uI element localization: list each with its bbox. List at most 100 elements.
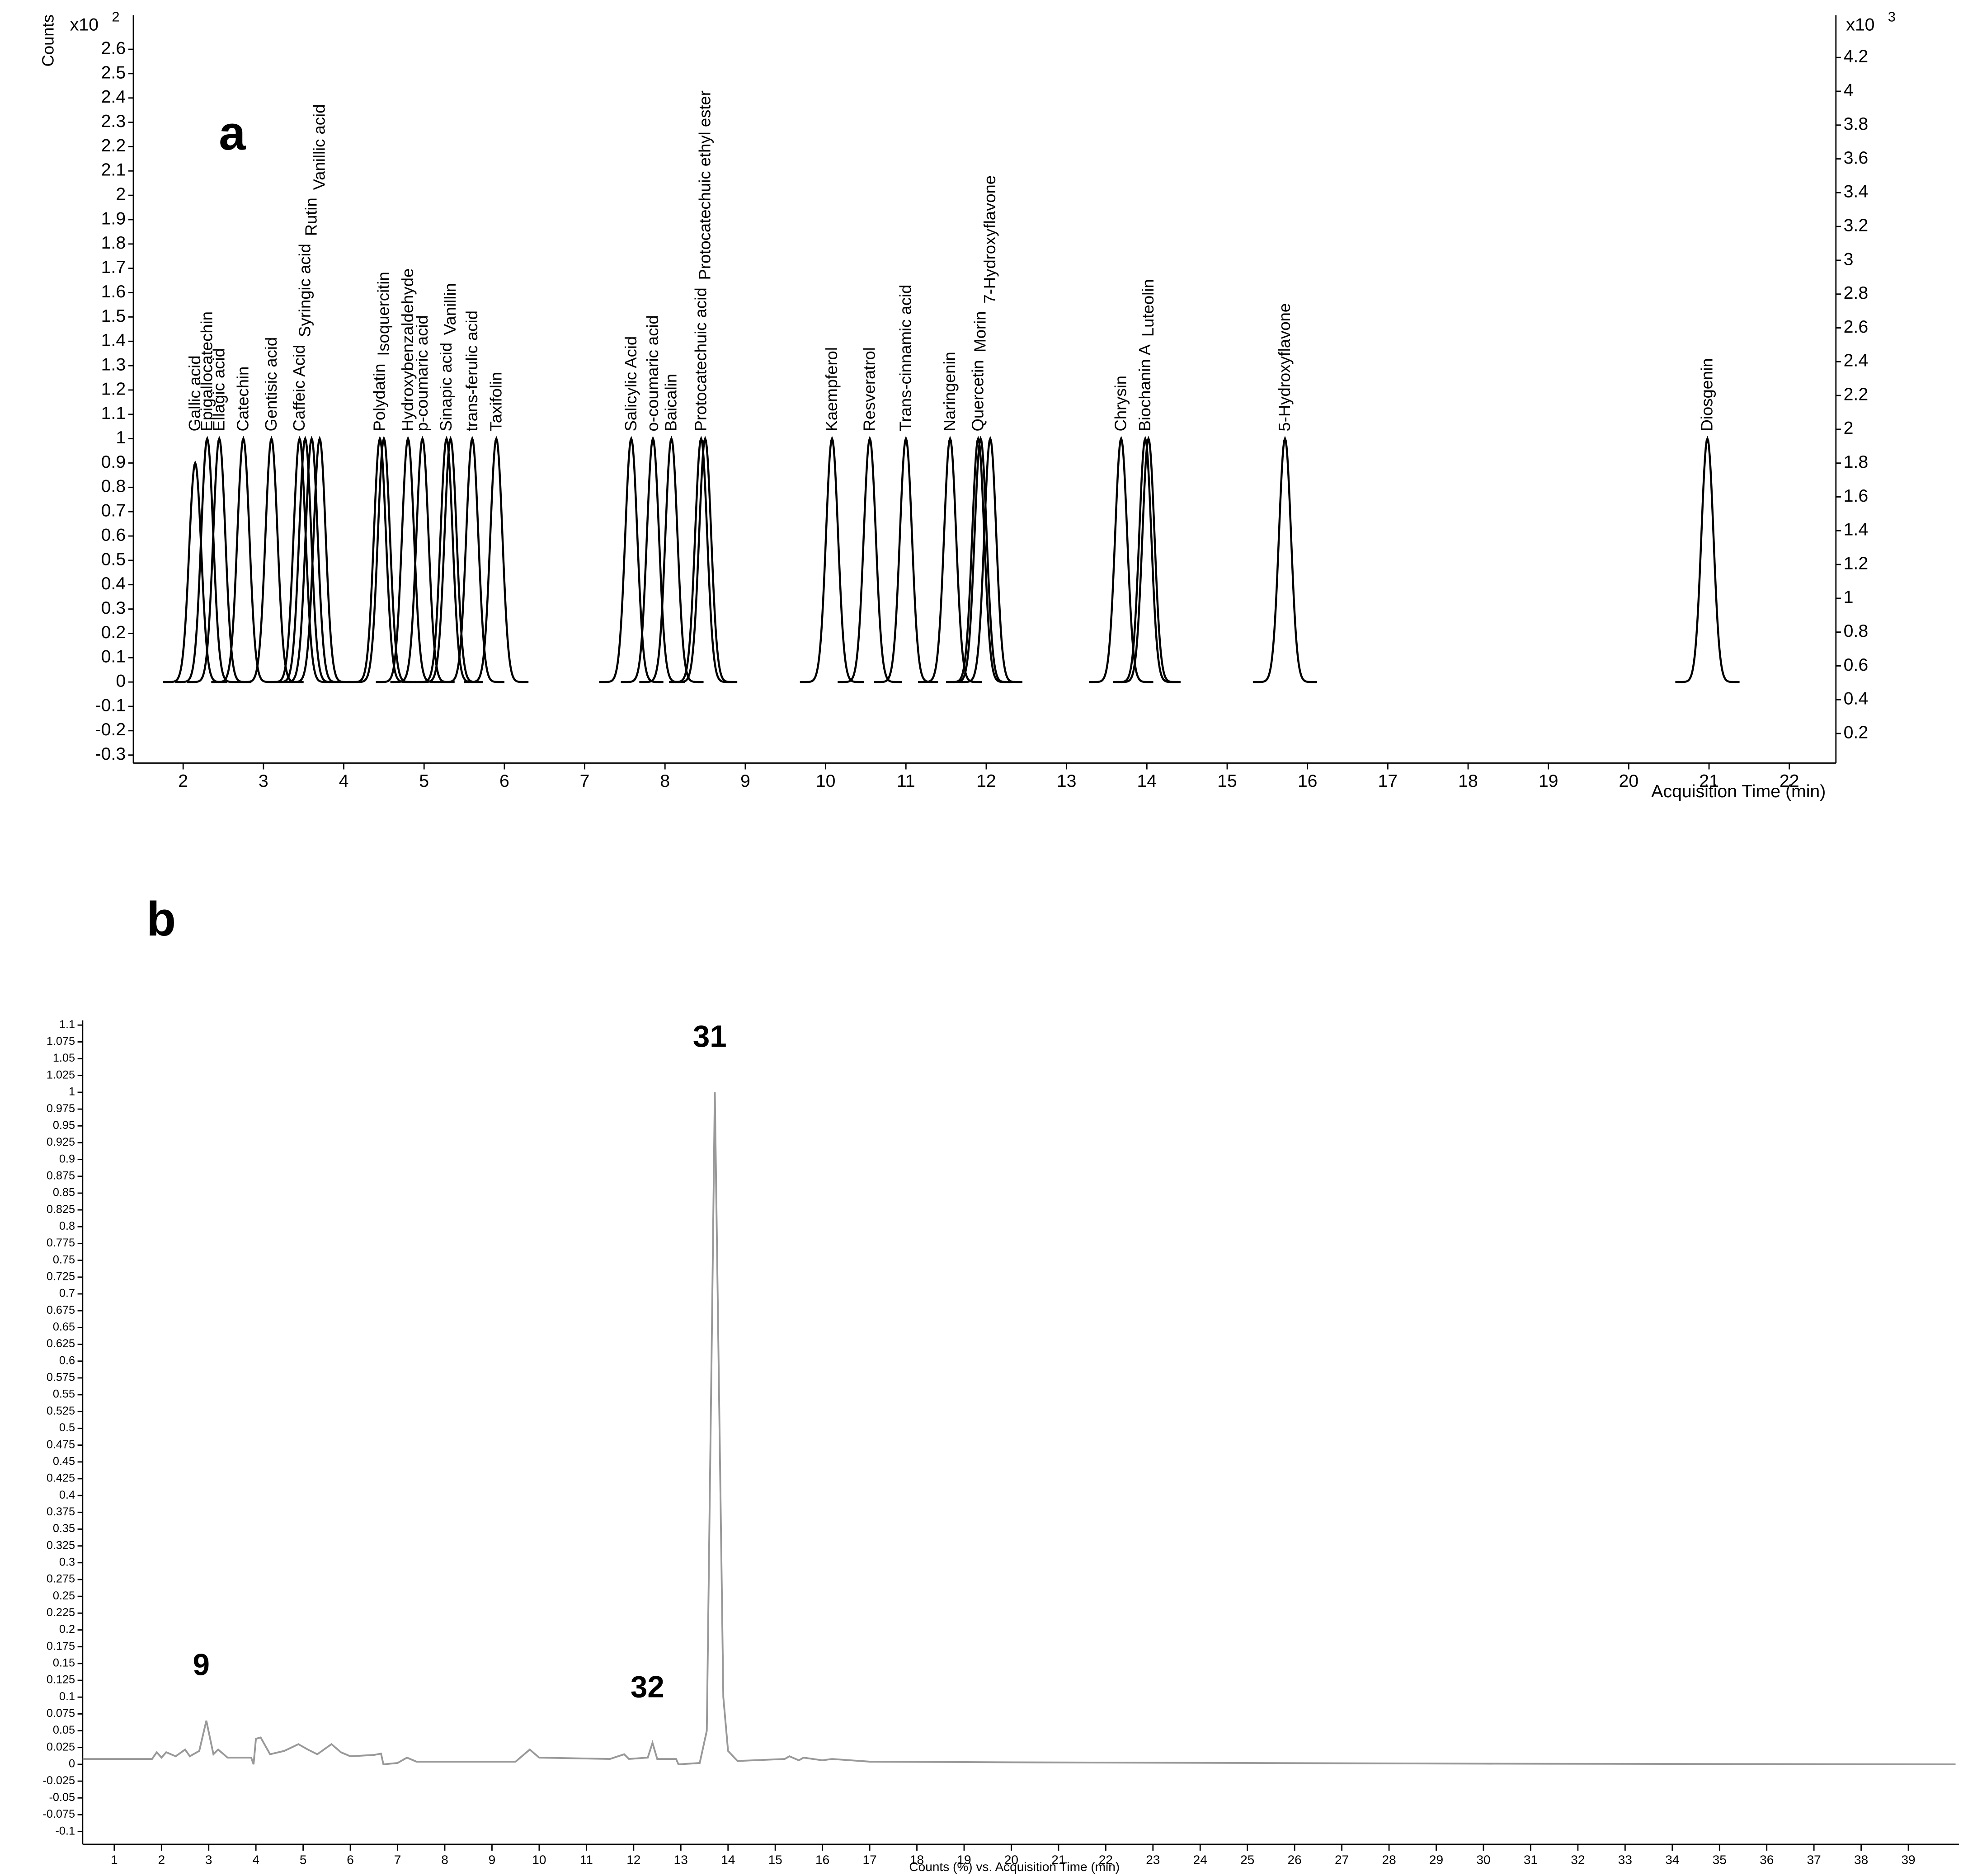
x-tick-label: 13 (674, 1853, 688, 1867)
peak (352, 436, 416, 683)
peak-label: Resveratrol (860, 347, 879, 431)
y-tick-label: 0.85 (53, 1186, 75, 1199)
y-tick-label: 0.225 (47, 1606, 75, 1619)
y-tick-label: 0.075 (47, 1707, 75, 1720)
peak (440, 436, 504, 683)
y-tick-label: 0.275 (47, 1573, 75, 1585)
y-tick-label: -0.1 (95, 695, 126, 715)
peak (1252, 436, 1317, 683)
peak (673, 436, 738, 683)
y-scale-exponent: 2 (112, 9, 119, 25)
y-tick-label: 2.2 (101, 136, 126, 155)
x-tick-label: 29 (1429, 1853, 1443, 1867)
peak-label: 7-Hydroxyflavone (980, 175, 999, 304)
y2-tick-label: 2.4 (1844, 351, 1869, 371)
peak-label: Trans-cinnamic acid (896, 285, 914, 432)
peak-label: Gentisic acid (262, 337, 280, 432)
y-tick-label: 0.1 (101, 647, 126, 667)
peak-label: Baicalin (662, 374, 680, 432)
y-tick-label: -0.1 (56, 1824, 75, 1837)
y-scale-label: x10 (70, 14, 99, 34)
y-tick-label: 1 (69, 1086, 75, 1098)
y2-tick-label: 0.2 (1844, 722, 1869, 742)
x-tick-label: 5 (419, 771, 429, 791)
x-tick-label: 7 (394, 1853, 401, 1867)
y-tick-label: 0.6 (101, 525, 126, 545)
peak (1116, 436, 1181, 683)
y-tick-label: 1.8 (101, 233, 126, 253)
y2-tick-label: 3 (1844, 249, 1854, 269)
y2-scale-exponent: 3 (1888, 9, 1896, 25)
y-tick-label: 0.925 (47, 1136, 75, 1148)
y-tick-label: 1.1 (59, 1018, 75, 1031)
y-tick-label: 0.325 (47, 1539, 75, 1552)
peak-label: Rutin (302, 197, 320, 236)
y-tick-label: 0.1 (59, 1690, 75, 1703)
y-tick-label: 0.8 (101, 476, 126, 496)
peak-label: Morin (971, 311, 989, 352)
x-tick-label: 18 (910, 1853, 924, 1867)
x-tick-label: 37 (1807, 1853, 1821, 1867)
y2-tick-label: 0.4 (1844, 689, 1869, 709)
y2-tick-label: 2.2 (1844, 384, 1869, 404)
peak-label: Protocatechuic acid (691, 287, 710, 431)
peak (874, 436, 938, 683)
y-tick-label: 2.3 (101, 111, 126, 131)
peak-label: 5-Hydroxyflavone (1275, 303, 1294, 432)
x-tick-label: 16 (1298, 771, 1318, 791)
peak (1675, 436, 1740, 683)
y-tick-label: 0.825 (47, 1203, 75, 1216)
y-tick-label: 0.2 (59, 1623, 75, 1636)
x-tick-label: 36 (1760, 1853, 1774, 1867)
peak-label: Caffeic Acid (290, 345, 308, 432)
y-tick-label: 0.7 (59, 1287, 75, 1300)
y-tick-label: 0.5 (59, 1421, 75, 1434)
peak-label: trans-ferulic acid (462, 310, 481, 431)
y-tick-label: 0.475 (47, 1438, 75, 1451)
peak (464, 436, 529, 683)
y-tick-label: 0.45 (53, 1455, 75, 1467)
y-tick-label: 0.125 (47, 1674, 75, 1686)
peak-label: Vanillin (441, 283, 459, 335)
x-axis-title: Counts (%) vs. Acquisition Time (min) (909, 1860, 1120, 1874)
y2-scale-label: x10 (1846, 14, 1874, 34)
y-tick-label: 1.075 (47, 1035, 75, 1048)
x-tick-label: 13 (1057, 771, 1077, 791)
x-tick-label: 35 (1713, 1853, 1727, 1867)
y-tick-label: 2 (116, 184, 126, 204)
y2-tick-label: 0.6 (1844, 655, 1869, 675)
y2-tick-label: 3.4 (1844, 182, 1869, 202)
x-tick-label: 10 (532, 1853, 546, 1867)
peak (800, 436, 864, 683)
y2-tick-label: 0.8 (1844, 621, 1869, 641)
x-tick-label: 6 (499, 771, 509, 791)
y2-tick-label: 1.2 (1844, 553, 1869, 573)
y-tick-label: 2.5 (101, 62, 126, 82)
y-tick-label: 1.05 (53, 1052, 75, 1064)
peak-label: Vanillic acid (310, 104, 328, 190)
peak-label: 32 (631, 1670, 664, 1704)
x-tick-label: 9 (489, 1853, 496, 1867)
y-tick-label: 0.6 (59, 1354, 75, 1367)
x-tick-label: 12 (626, 1853, 640, 1867)
y-tick-label: 0.175 (47, 1640, 75, 1652)
peak-label: Gallic acid (185, 355, 204, 431)
y-tick-label: 0.3 (59, 1556, 75, 1568)
y2-tick-label: 3.2 (1844, 215, 1869, 235)
peak (918, 436, 983, 683)
peak (175, 436, 240, 683)
y-tick-label: 0.3 (101, 598, 126, 618)
x-tick-label: 23 (1146, 1853, 1160, 1867)
x-tick-label: 15 (768, 1853, 782, 1867)
x-tick-label: 39 (1901, 1853, 1915, 1867)
x-tick-label: 20 (1619, 771, 1639, 791)
y-tick-label: 0.375 (47, 1505, 75, 1518)
x-tick-label: 4 (252, 1853, 259, 1867)
y2-tick-label: 1.8 (1844, 452, 1869, 472)
peak (1089, 436, 1153, 683)
peak-label: Naringenin (940, 352, 959, 431)
y-tick-label: 1.5 (101, 306, 126, 326)
y-tick-label: 0.575 (47, 1371, 75, 1384)
peak-label: Diosgenin (1698, 358, 1716, 431)
y-tick-label: 1.4 (101, 330, 126, 350)
